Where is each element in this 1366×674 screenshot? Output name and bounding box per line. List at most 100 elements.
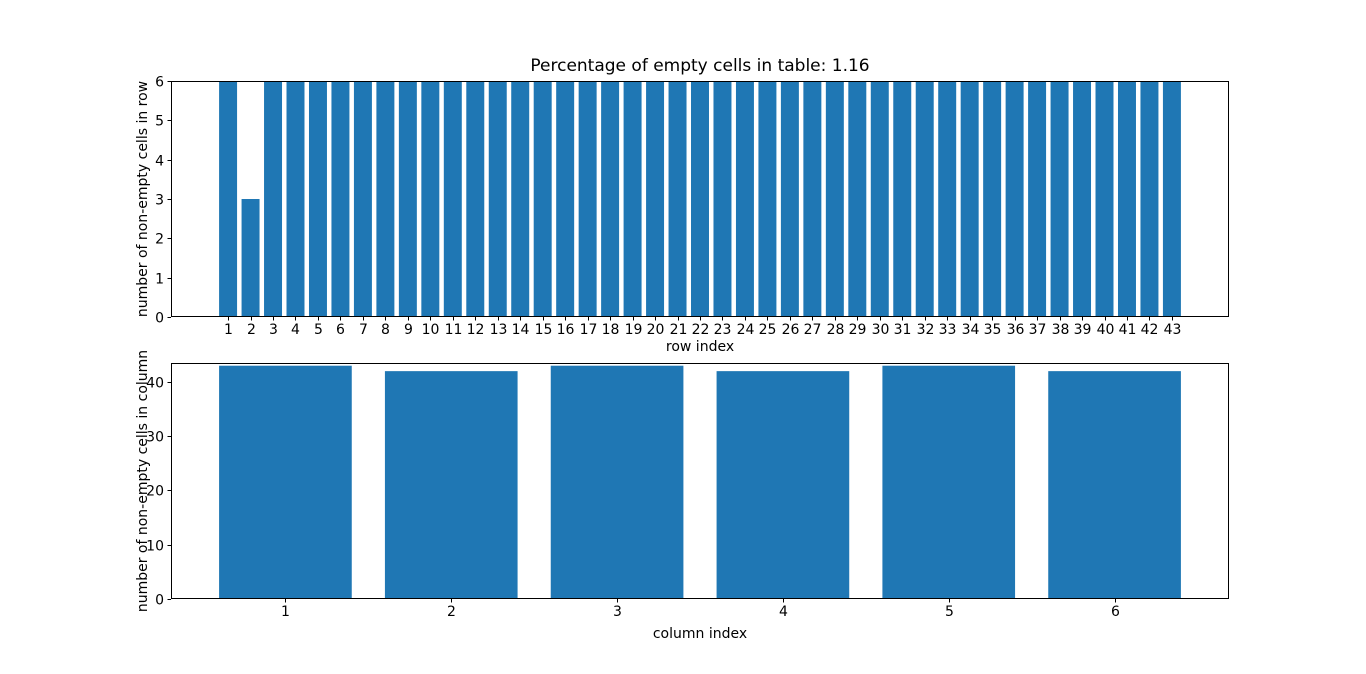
x-tick-label: 13: [490, 322, 508, 338]
x-tick-label: 17: [580, 322, 598, 338]
y-tick-label: 5: [155, 114, 164, 130]
x-tick-label: 3: [613, 604, 622, 620]
x-tick-label: 38: [1052, 322, 1070, 338]
bar: [803, 81, 822, 317]
bar: [578, 81, 597, 317]
bar: [780, 81, 799, 317]
x-tick-label: 22: [692, 322, 710, 338]
bar: [376, 81, 395, 317]
x-tick-label: 37: [1029, 322, 1047, 338]
bar: [735, 81, 754, 317]
x-tick-label: 5: [314, 322, 323, 338]
bar: [421, 81, 440, 317]
bar: [1005, 81, 1024, 317]
bar: [1050, 81, 1069, 317]
bar: [219, 81, 238, 317]
x-tick-label: 39: [1074, 322, 1092, 338]
x-tick-label: 8: [381, 322, 390, 338]
x-tick-label: 42: [1141, 322, 1159, 338]
x-tick-label: 11: [445, 322, 463, 338]
bar: [1162, 81, 1181, 317]
bar: [1140, 81, 1159, 317]
bar: [384, 371, 518, 599]
bar: [848, 81, 867, 317]
x-tick-label: 1: [224, 322, 233, 338]
bar: [1095, 81, 1114, 317]
bar: [488, 81, 507, 317]
bar: [882, 365, 1016, 599]
axes-frame: [171, 81, 1229, 317]
y-tick-label: 0: [155, 593, 164, 609]
row-chart-xlabel: row index: [665, 339, 735, 355]
x-tick-label: 43: [1164, 322, 1182, 338]
x-tick-label: 31: [894, 322, 912, 338]
x-tick-label: 20: [647, 322, 665, 338]
y-tick-label: 4: [155, 154, 164, 170]
bar: [870, 81, 889, 317]
row-chart-ylabel: number of non-empty cells in row: [135, 80, 151, 318]
chart-title: Percentage of empty cells in table: 1.16: [530, 56, 870, 76]
bar: [825, 81, 844, 317]
column-chart-ylabel: number of non-empty cells in column: [135, 349, 151, 613]
x-tick-label: 14: [512, 322, 530, 338]
bar: [601, 81, 620, 317]
bar: [938, 81, 957, 317]
x-tick-label: 32: [917, 322, 935, 338]
bar: [556, 81, 575, 317]
x-tick-label: 27: [804, 322, 822, 338]
y-tick-label: 20: [146, 484, 164, 500]
x-tick-label: 1: [281, 604, 290, 620]
y-tick-label: 2: [155, 232, 164, 248]
bar: [511, 81, 530, 317]
bar: [1028, 81, 1047, 317]
column-chart-xlabel: column index: [652, 626, 748, 642]
bar: [286, 81, 305, 317]
bar: [623, 81, 642, 317]
bar: [1073, 81, 1092, 317]
x-tick-label: 16: [557, 322, 575, 338]
x-tick-label: 25: [759, 322, 777, 338]
bar: [308, 81, 327, 317]
y-tick-label: 1: [155, 272, 164, 288]
x-tick-label: 21: [670, 322, 688, 338]
bar: [353, 81, 372, 317]
bar: [960, 81, 979, 317]
x-tick-label: 34: [962, 322, 980, 338]
x-tick-label: 4: [779, 604, 788, 620]
x-tick-label: 4: [291, 322, 300, 338]
bar: [668, 81, 687, 317]
bar: [1048, 371, 1181, 599]
x-tick-label: 23: [714, 322, 732, 338]
bar: [533, 81, 552, 317]
x-tick-label: 6: [1111, 604, 1120, 620]
y-tick-label: 10: [146, 539, 164, 555]
bar: [331, 81, 350, 317]
y-tick-label: 3: [155, 193, 164, 209]
axes-frame: [171, 363, 1229, 599]
x-tick-label: 2: [447, 604, 456, 620]
x-tick-label: 12: [467, 322, 485, 338]
x-tick-label: 7: [359, 322, 368, 338]
bar: [758, 81, 777, 317]
bar: [398, 81, 417, 317]
bar: [241, 199, 260, 317]
x-tick-label: 29: [849, 322, 867, 338]
x-tick-label: 28: [827, 322, 845, 338]
x-tick-label: 2: [247, 322, 256, 338]
x-tick-label: 33: [939, 322, 957, 338]
x-tick-label: 24: [737, 322, 755, 338]
bar: [716, 371, 850, 599]
x-tick-label: 30: [872, 322, 890, 338]
x-tick-label: 36: [1007, 322, 1025, 338]
x-tick-label: 5: [945, 604, 954, 620]
x-tick-label: 15: [535, 322, 553, 338]
bar: [550, 365, 684, 599]
x-tick-label: 18: [602, 322, 620, 338]
bar: [443, 81, 462, 317]
bar: [713, 81, 732, 317]
bar: [983, 81, 1002, 317]
x-tick-label: 41: [1119, 322, 1137, 338]
